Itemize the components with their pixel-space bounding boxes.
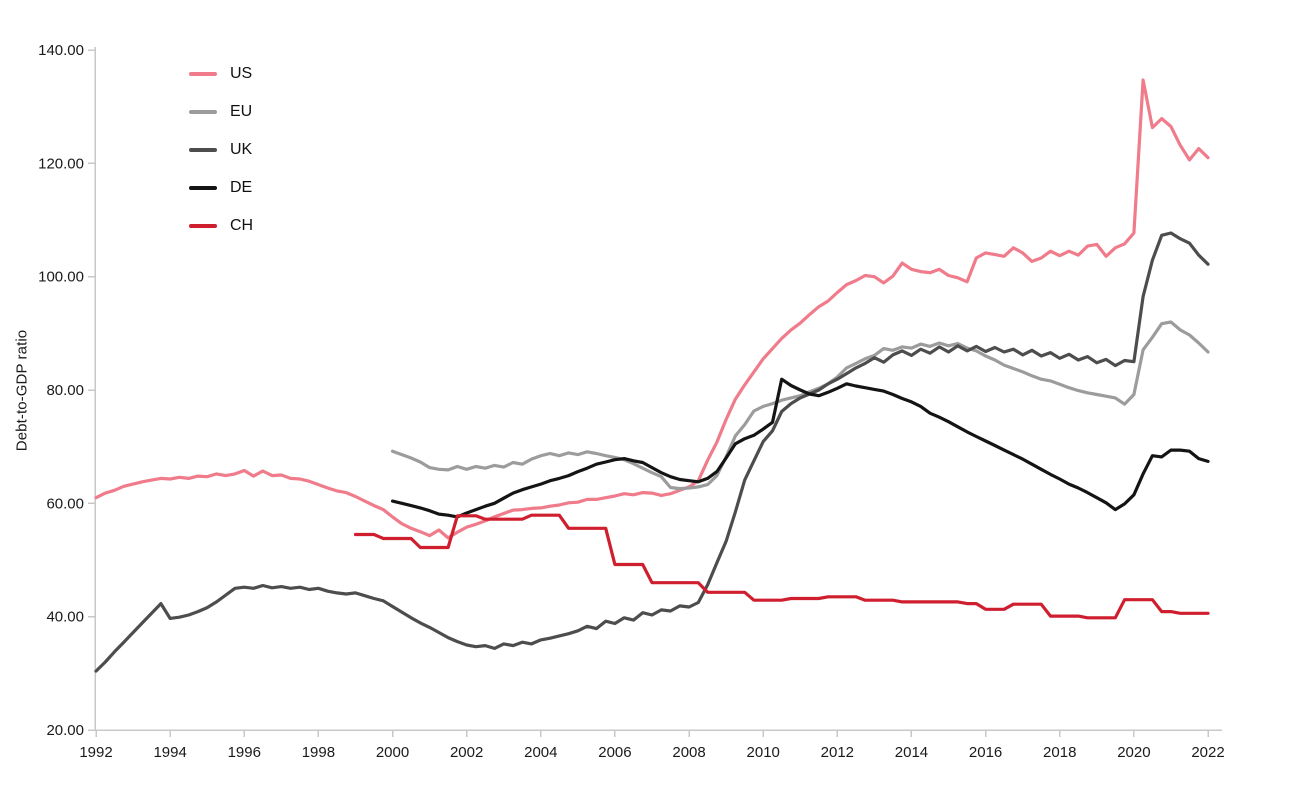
x-tick-label: 2000 (376, 744, 409, 761)
y-tick-label: 60.00 (46, 495, 84, 512)
line-de (390, 377, 1210, 519)
uk-line-swatch (189, 148, 217, 152)
y-tick-labels: 20.00 40.00 60.00 80.00 100.00 120.00 140.00 (38, 42, 84, 739)
legend-label-ch: CH (230, 217, 254, 234)
legend-item-de: DE (189, 176, 253, 200)
y-tick-label: 20.00 (46, 722, 84, 739)
legend-label-us: US (230, 65, 253, 82)
legend-label-de: DE (230, 179, 253, 196)
series-lines (94, 78, 1210, 673)
line-ch (353, 513, 1210, 620)
legend-item-us: US (189, 62, 253, 86)
legend-label-eu: EU (230, 103, 253, 120)
x-tick-label: 2016 (969, 744, 1002, 761)
legend-item-uk: UK (189, 138, 253, 162)
x-tick-label: 1998 (302, 744, 335, 761)
x-tick-label: 2014 (895, 744, 928, 761)
x-tick-label: 2020 (1117, 744, 1150, 761)
x-tick-label: 2018 (1043, 744, 1076, 761)
legend-label-uk: UK (230, 141, 253, 158)
x-tick-label: 2008 (672, 744, 705, 761)
y-axis-title: Debt-to-GDP ratio (13, 329, 31, 452)
x-tick-label: 1996 (228, 744, 261, 761)
legend-item-eu: EU (189, 100, 253, 124)
line-uk (94, 231, 1210, 673)
y-tick-label: 120.00 (38, 155, 84, 172)
y-tick-label: 140.00 (38, 42, 84, 59)
x-tick-label: 2012 (821, 744, 854, 761)
x-tick-label: 2006 (598, 744, 631, 761)
x-tick-label: 2002 (450, 744, 483, 761)
line-eu (390, 320, 1210, 491)
x-tick-label: 2004 (524, 744, 557, 761)
legend-item-ch: CH (189, 214, 253, 238)
de-line-swatch (189, 186, 217, 190)
x-tick-label: 2022 (1191, 744, 1224, 761)
line-us (94, 78, 1210, 540)
y-tick-label: 40.00 (46, 609, 84, 626)
x-tick-label: 1992 (79, 744, 112, 761)
x-tick-labels: 1992 1994 1996 1998 2000 2002 2004 2006 2008 2010… (79, 744, 1224, 761)
us-line-swatch (189, 72, 217, 76)
y-tick-label: 80.00 (46, 382, 84, 399)
x-tick-label: 1994 (153, 744, 186, 761)
y-tick-label: 100.00 (38, 269, 84, 286)
axes (88, 47, 1222, 737)
ch-line-swatch (189, 224, 217, 228)
eu-line-swatch (189, 110, 217, 114)
legend: US EU UK DE CH (189, 62, 253, 252)
x-tick-label: 2010 (747, 744, 780, 761)
